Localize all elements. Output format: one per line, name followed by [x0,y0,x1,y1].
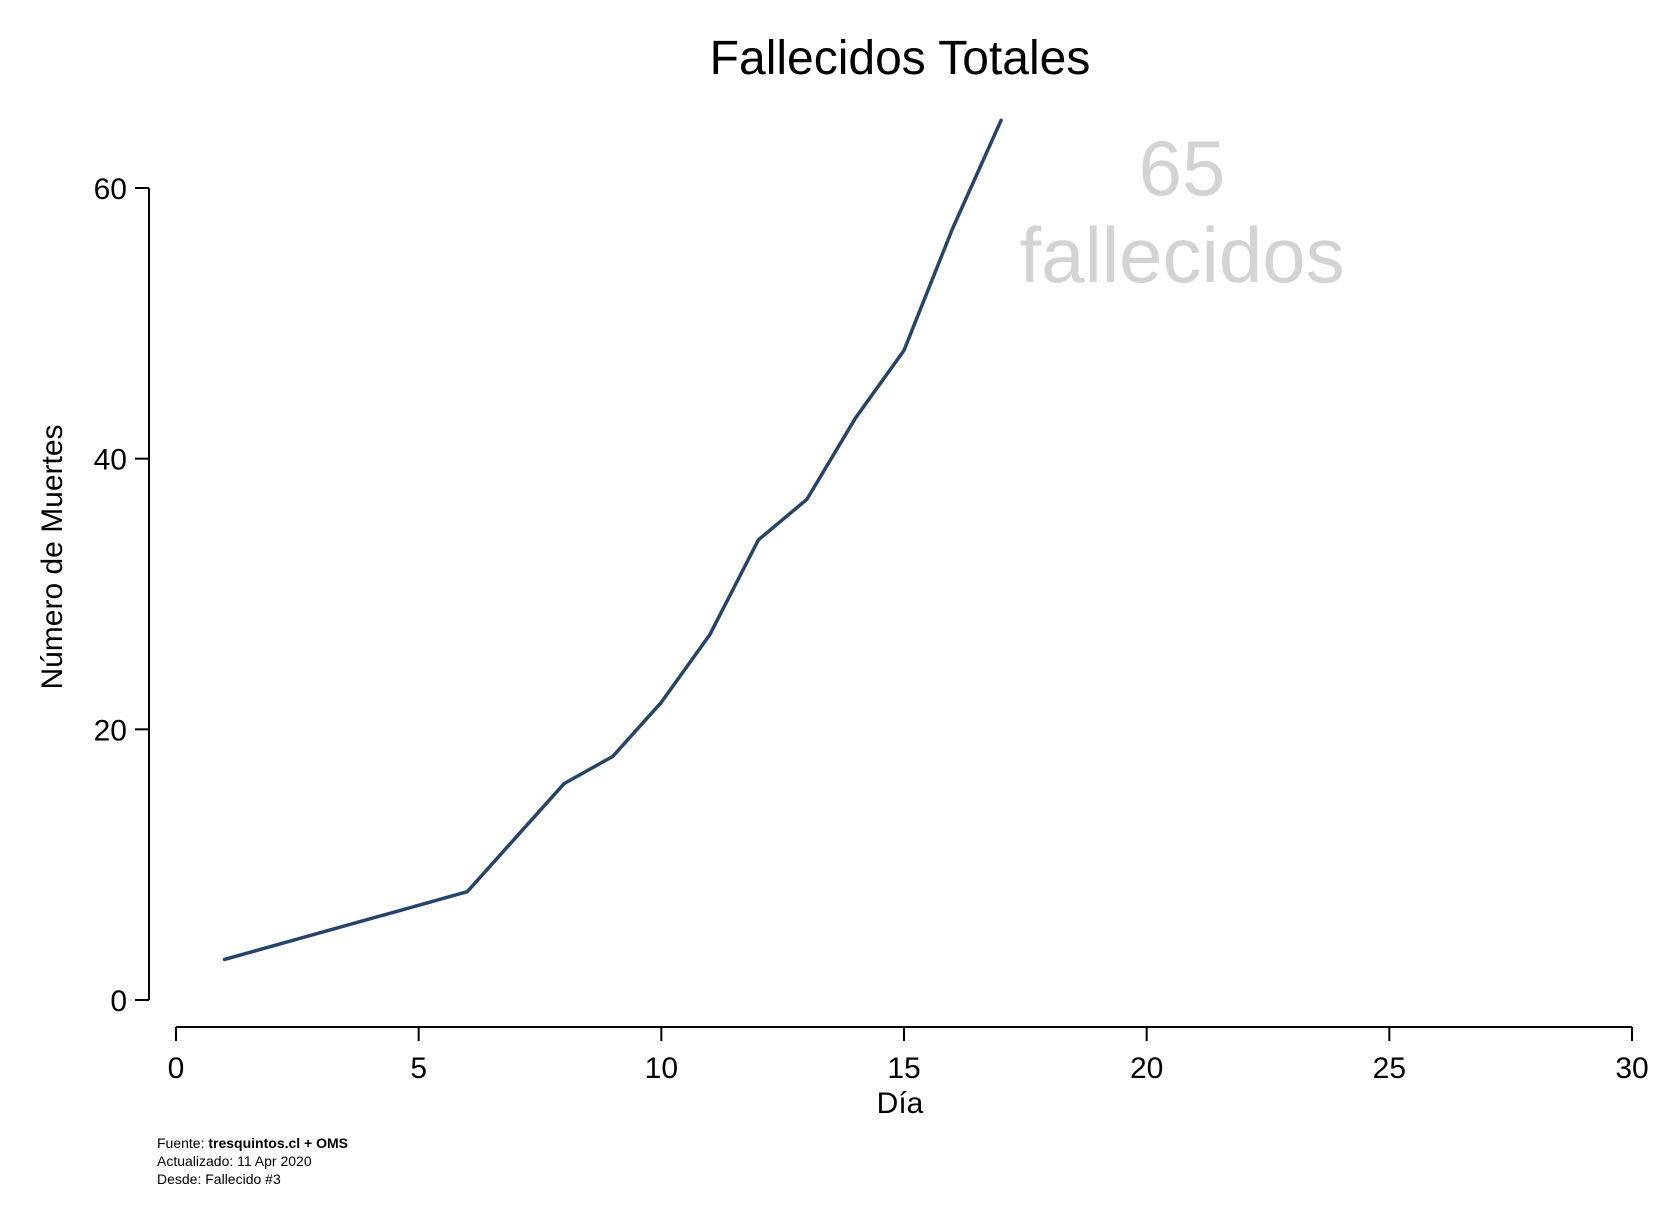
total-annotation-number: 65 [1139,124,1226,212]
footer-source-bold: tresquintos.cl + OMS [208,1135,348,1151]
footer-source-prefix: Fuente: [157,1135,208,1151]
footer-updated: Actualizado: 11 Apr 2020 [157,1153,312,1169]
x-axis-label: Día [877,1087,924,1120]
y-axis: 0 20 40 60 [94,173,150,1018]
x-tick-label: 30 [1615,1052,1648,1085]
total-annotation-label: fallecidos [1019,211,1344,299]
footer: Fuente: tresquintos.cl + OMS Actualizado… [157,1135,348,1187]
x-tick-label: 25 [1373,1052,1406,1085]
series-layer [222,118,1003,962]
x-tick-label: 15 [887,1052,920,1085]
y-tick-label: 0 [110,985,127,1018]
y-tick-label: 40 [94,444,127,477]
y-tick-label: 20 [94,714,127,747]
x-tick-label: 20 [1130,1052,1163,1085]
series-line [222,118,1003,962]
footer-since: Desde: Fallecido #3 [157,1171,281,1187]
x-tick-label: 5 [410,1052,427,1085]
footer-source: Fuente: tresquintos.cl + OMS [157,1135,348,1151]
x-tick-label: 10 [645,1052,678,1085]
x-tick-label: 0 [168,1052,185,1085]
y-axis-label: Número de Muertes [36,424,69,689]
chart-title: Fallecidos Totales [710,32,1091,85]
x-axis: 0 5 10 15 20 25 30 [168,1026,1649,1085]
y-tick-label: 60 [94,173,127,206]
